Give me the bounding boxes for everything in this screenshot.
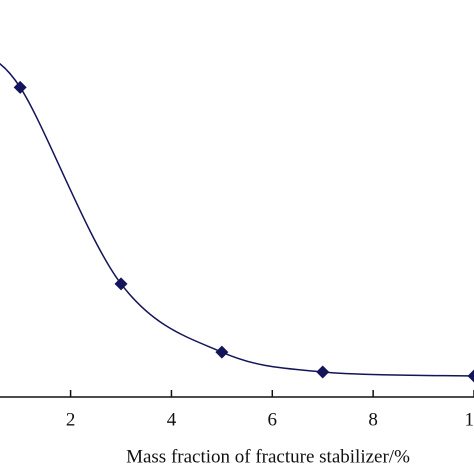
series-line (0, 63, 474, 377)
x-tick-label: 10 (465, 409, 474, 430)
x-tick-label: 6 (268, 409, 278, 430)
point-marker (13, 80, 27, 94)
point-marker (215, 345, 229, 359)
point-marker (467, 369, 474, 383)
x-tick-label: 4 (167, 409, 177, 430)
point-marker (316, 365, 330, 379)
x-tick-label: 8 (368, 409, 378, 430)
point-marker (114, 277, 128, 291)
x-tick-label: 2 (66, 409, 76, 430)
x-axis-label: Mass fraction of fracture stabilizer/% (126, 446, 410, 467)
